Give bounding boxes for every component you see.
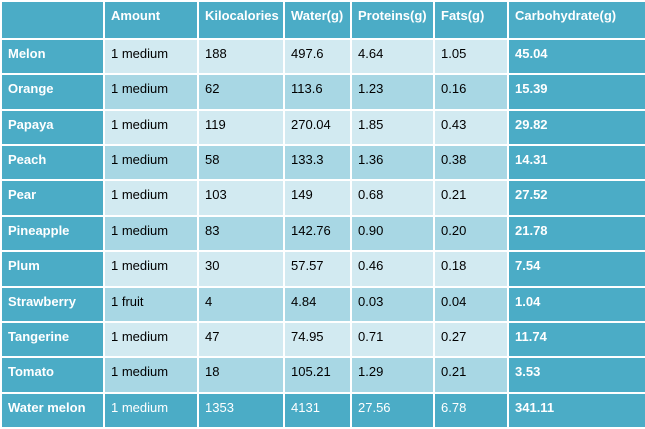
table-cell: 57.57 [283, 250, 352, 288]
table-cell: 105.21 [283, 356, 352, 394]
table-cell: 27.56 [350, 391, 435, 429]
column-header: Fats(g) [433, 0, 509, 40]
table-row: Pineapple 1 medium 83 142.76 0.90 0.20 21.78 [0, 214, 645, 253]
table-cell: 1.85 [350, 108, 435, 147]
table-cell: 1 medium [103, 320, 199, 359]
table-cell: 6.78 [433, 391, 509, 429]
table-cell: 270.04 [283, 108, 352, 147]
table-row: Papaya 1 medium 119 270.04 1.85 0.43 29.82 [0, 108, 645, 147]
row-label: Strawberry [0, 285, 105, 323]
table-row: Water melon 1 medium 1353 4131 27.56 6.78 341.… [0, 391, 645, 429]
row-label: Pear [0, 179, 105, 217]
row-label: Tangerine [0, 320, 105, 359]
table-cell: 3.53 [507, 356, 645, 394]
table-cell: 0.20 [433, 214, 509, 253]
table-cell: 11.74 [507, 320, 645, 359]
row-label: Water melon [0, 391, 105, 429]
table-cell: 1 medium [103, 144, 199, 182]
row-label: Orange [0, 73, 105, 111]
table-body: Melon 1 medium 188 497.6 4.64 1.05 45.04 Orange… [0, 37, 645, 429]
table-cell: 1 medium [103, 356, 199, 394]
table-cell: 74.95 [283, 320, 352, 359]
table-cell: 0.27 [433, 320, 509, 359]
table-cell: 1 medium [103, 179, 199, 217]
table-cell: 0.18 [433, 250, 509, 288]
table-cell: 0.68 [350, 179, 435, 217]
table-cell: 1 medium [103, 73, 199, 111]
table-cell: 4.84 [283, 285, 352, 323]
table-cell: 1.05 [433, 37, 509, 76]
table-cell: 113.6 [283, 73, 352, 111]
table-cell: 0.46 [350, 250, 435, 288]
table-row: Tangerine 1 medium 47 74.95 0.71 0.27 11.74 [0, 320, 645, 359]
table-cell: 1.29 [350, 356, 435, 394]
table-cell: 14.31 [507, 144, 645, 182]
column-header: Amount [103, 0, 199, 40]
column-header: Water(g) [283, 0, 352, 40]
table-cell: 58 [197, 144, 285, 182]
table-row: Plum 1 medium 30 57.57 0.46 0.18 7.54 [0, 250, 645, 288]
table-cell: 4131 [283, 391, 352, 429]
table-cell: 119 [197, 108, 285, 147]
table-cell: 83 [197, 214, 285, 253]
table-row: Strawberry 1 fruit 4 4.84 0.03 0.04 1.04 [0, 285, 645, 323]
table-cell: 15.39 [507, 73, 645, 111]
column-header: Proteins(g) [350, 0, 435, 40]
table-cell: 341.11 [507, 391, 645, 429]
table-cell: 0.43 [433, 108, 509, 147]
row-label: Pineapple [0, 214, 105, 253]
column-header: Carbohydrate(g) [507, 0, 645, 40]
table-row: Peach 1 medium 58 133.3 1.36 0.38 14.31 [0, 144, 645, 182]
table-cell: 1353 [197, 391, 285, 429]
table-cell: 149 [283, 179, 352, 217]
table-cell: 4.64 [350, 37, 435, 76]
table-row: Tomato 1 medium 18 105.21 1.29 0.21 3.53 [0, 356, 645, 394]
table-cell: 27.52 [507, 179, 645, 217]
table-cell: 45.04 [507, 37, 645, 76]
table-cell: 1 medium [103, 108, 199, 147]
row-label: Tomato [0, 356, 105, 394]
table-cell: 0.03 [350, 285, 435, 323]
table-cell: 47 [197, 320, 285, 359]
table-cell: 0.71 [350, 320, 435, 359]
table-cell: 62 [197, 73, 285, 111]
table-cell: 1 medium [103, 214, 199, 253]
table-cell: 0.21 [433, 356, 509, 394]
table-cell: 21.78 [507, 214, 645, 253]
table-cell: 1.04 [507, 285, 645, 323]
header-row: Amount Kilocalories Water(g) Proteins(g) Fat… [0, 0, 645, 40]
table-cell: 0.90 [350, 214, 435, 253]
table-cell: 103 [197, 179, 285, 217]
table-cell: 497.6 [283, 37, 352, 76]
table-cell: 133.3 [283, 144, 352, 182]
table-cell: 0.21 [433, 179, 509, 217]
table-cell: 1 medium [103, 391, 199, 429]
row-label: Peach [0, 144, 105, 182]
table-cell: 0.38 [433, 144, 509, 182]
table-cell: 30 [197, 250, 285, 288]
row-label: Papaya [0, 108, 105, 147]
table-cell: 29.82 [507, 108, 645, 147]
row-label: Plum [0, 250, 105, 288]
table-cell: 1.23 [350, 73, 435, 111]
corner-cell [0, 0, 105, 40]
table-cell: 7.54 [507, 250, 645, 288]
column-header: Kilocalories [197, 0, 285, 40]
table-cell: 4 [197, 285, 285, 323]
table-cell: 1 medium [103, 37, 199, 76]
row-label: Melon [0, 37, 105, 76]
table-cell: 1.36 [350, 144, 435, 182]
table-row: Orange 1 medium 62 113.6 1.23 0.16 15.39 [0, 73, 645, 111]
table-row: Melon 1 medium 188 497.6 4.64 1.05 45.04 [0, 37, 645, 76]
table-cell: 1 medium [103, 250, 199, 288]
table-row: Pear 1 medium 103 149 0.68 0.21 27.52 [0, 179, 645, 217]
table-cell: 18 [197, 356, 285, 394]
table-cell: 0.16 [433, 73, 509, 111]
table-cell: 188 [197, 37, 285, 76]
table-cell: 142.76 [283, 214, 352, 253]
table-cell: 0.04 [433, 285, 509, 323]
table-cell: 1 fruit [103, 285, 199, 323]
